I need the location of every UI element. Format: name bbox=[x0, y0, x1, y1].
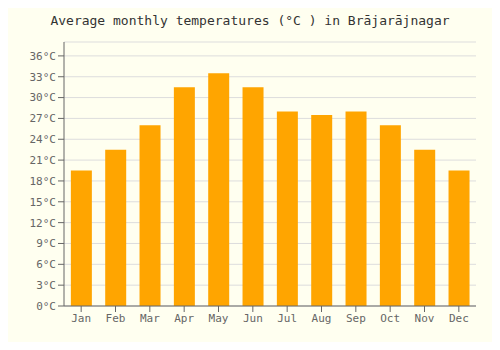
svg-text:33°C: 33°C bbox=[30, 71, 57, 84]
svg-text:15°C: 15°C bbox=[30, 196, 57, 209]
svg-text:21°C: 21°C bbox=[30, 154, 57, 167]
svg-text:Aug: Aug bbox=[312, 312, 332, 325]
svg-text:Oct: Oct bbox=[380, 312, 400, 325]
svg-text:36°C: 36°C bbox=[30, 50, 57, 63]
svg-text:18°C: 18°C bbox=[30, 175, 57, 188]
svg-text:27°C: 27°C bbox=[30, 112, 57, 125]
svg-text:12°C: 12°C bbox=[30, 217, 57, 230]
svg-text:Jan: Jan bbox=[71, 312, 91, 325]
svg-text:May: May bbox=[209, 312, 229, 325]
svg-text:Apr: Apr bbox=[174, 312, 194, 325]
svg-text:Jun: Jun bbox=[243, 312, 263, 325]
svg-text:24°C: 24°C bbox=[30, 133, 57, 146]
svg-text:Mar: Mar bbox=[140, 312, 160, 325]
svg-text:30°C: 30°C bbox=[30, 91, 57, 104]
svg-text:Dec: Dec bbox=[449, 312, 469, 325]
svg-text:3°C: 3°C bbox=[36, 279, 56, 292]
svg-text:Nov: Nov bbox=[415, 312, 435, 325]
svg-text:9°C: 9°C bbox=[36, 237, 56, 250]
svg-text:Feb: Feb bbox=[106, 312, 126, 325]
svg-text:Sep: Sep bbox=[346, 312, 366, 325]
svg-text:Jul: Jul bbox=[277, 312, 297, 325]
svg-text:6°C: 6°C bbox=[36, 258, 56, 271]
html-text:Average monthly temperatures (: Average monthly temperatures (°C ) in Br… bbox=[50, 13, 450, 28]
svg-text:0°C: 0°C bbox=[36, 300, 56, 313]
